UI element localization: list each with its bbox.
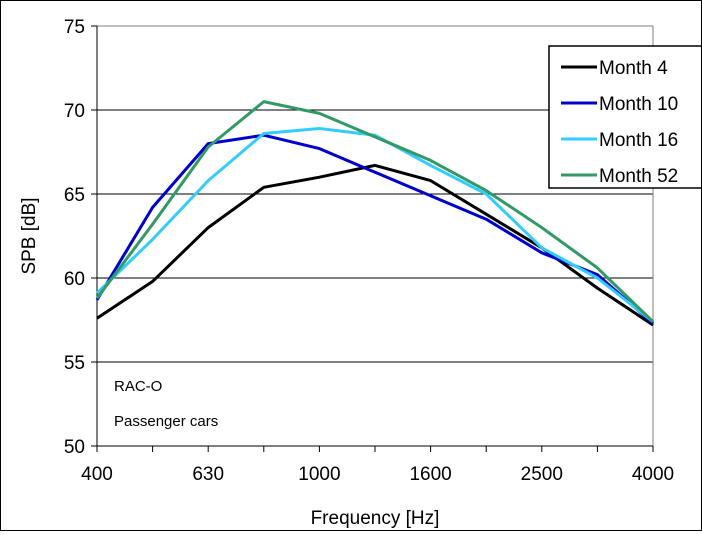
legend-box [548,45,702,189]
y-axis-label: SPB [dB] [19,197,40,274]
y-tick-label: 75 [64,17,85,38]
annotation-passenger-cars: Passenger cars [114,413,218,430]
legend: Month 4 Month 10 Month 16 Month 52 [548,45,702,189]
x-tick-label: 4000 [632,464,674,485]
x-tick-label: 1600 [409,464,451,485]
axes [91,25,654,452]
x-tick-label: 2500 [521,464,563,485]
series-line-month-52 [95,100,655,323]
legend-label-month-52: Month 52 [599,166,678,187]
y-tick-label: 70 [64,101,85,122]
legend-label-month-16: Month 16 [599,130,678,151]
y-tick-label: 65 [64,185,85,206]
y-tick-label: 60 [64,269,85,290]
legend-label-month-10: Month 10 [599,94,678,115]
x-axis-label: Frequency [Hz] [311,508,440,529]
series-line-month-10 [95,133,654,325]
y-tick-label: 55 [64,353,85,374]
x-tick-label: 630 [192,464,224,485]
annotation-rac-o: RAC-O [114,378,162,395]
legend-label-month-4: Month 4 [599,58,668,79]
series-lines [95,100,655,327]
y-tick-labels: 50 55 60 65 70 75 [64,17,85,458]
series-line-month-16 [95,127,654,323]
series-line-month-4 [96,163,654,327]
x-tick-label: 400 [81,464,113,485]
y-tick-label: 50 [64,437,85,458]
x-tick-label: 1000 [298,464,340,485]
x-tick-labels: 400 630 1000 1600 2500 4000 [81,464,674,485]
